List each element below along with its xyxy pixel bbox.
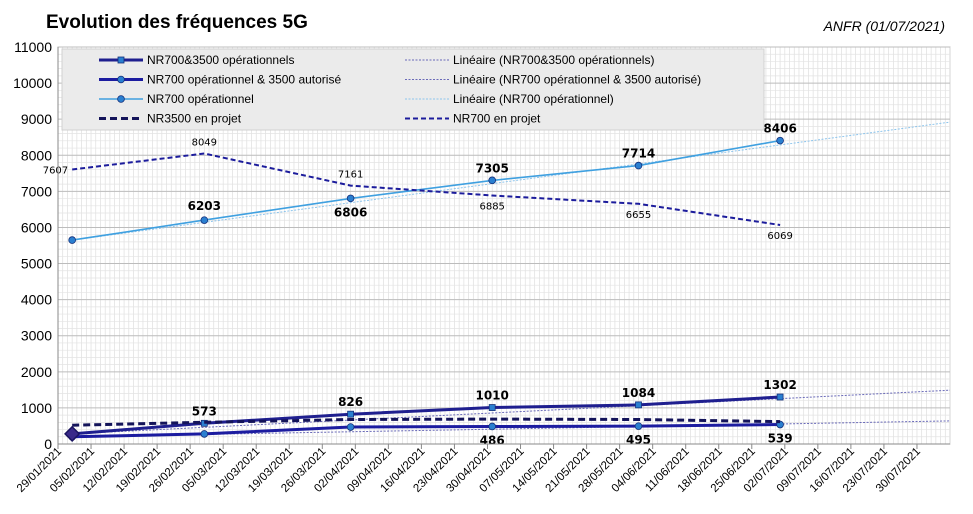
legend-label: NR700 opérationnel & 3500 autorisé (147, 73, 341, 87)
data-label: 6806 (334, 205, 367, 219)
y-tick-label: 6000 (21, 219, 52, 235)
legend-box (61, 48, 765, 131)
series-point-2 (634, 161, 643, 170)
y-tick-label: 9000 (21, 111, 52, 127)
data-label: 1302 (763, 378, 796, 392)
trendlines (72, 121, 951, 438)
data-label: 495 (626, 433, 651, 447)
series-point-2 (200, 216, 209, 224)
series-line-0 (72, 395, 781, 436)
legend-label: Linéaire (NR700&3500 opérationnels) (453, 53, 654, 67)
data-label: 6069 (767, 231, 792, 242)
data-label: 7607 (43, 165, 68, 176)
legend-marker (117, 75, 125, 84)
legend-marker (117, 95, 125, 103)
legend-label: NR3500 en projet (147, 112, 242, 126)
legend: NR700&3500 opérationnels Linéaire (NR700&… (61, 48, 765, 131)
start-point-marker (64, 425, 81, 443)
series-line-7 (72, 121, 951, 241)
series-line-2 (72, 139, 781, 241)
series-point-0 (488, 404, 496, 411)
data-series: 573 826 1010 1084 1302 486 495 539 6203 6806 7305 7… (43, 122, 797, 448)
y-tick-label: 10000 (13, 75, 52, 91)
data-label: 486 (480, 433, 505, 447)
y-tick-label: 7000 (21, 183, 52, 199)
series-point-2 (488, 176, 497, 185)
data-label: 7714 (622, 147, 655, 161)
legend-label: Linéaire (NR700 opérationnel & 3500 auto… (453, 73, 701, 87)
y-tick-label: 8000 (21, 147, 52, 163)
data-label: 539 (768, 432, 793, 446)
series-line-3 (72, 417, 781, 427)
data-label: 6885 (479, 202, 504, 213)
data-label: 8049 (192, 138, 217, 149)
y-tick-label: 5000 (21, 256, 52, 272)
data-label: 8406 (763, 122, 796, 136)
series-line-1 (72, 423, 781, 439)
data-label: 7161 (338, 170, 363, 181)
series-point-1 (488, 422, 497, 431)
series-point-1 (200, 430, 209, 438)
y-tick-label: 4000 (21, 292, 52, 308)
legend-label: Linéaire (NR700 opérationnel) (453, 92, 614, 106)
series-point-0 (635, 401, 642, 409)
y-tick-label: 11000 (14, 39, 52, 55)
series-line-6 (72, 420, 951, 438)
legend-marker (117, 56, 125, 64)
data-label: 7305 (475, 161, 508, 175)
series-point-2 (68, 236, 76, 244)
data-label: 826 (338, 395, 363, 409)
series-point-2 (776, 136, 784, 145)
series-line-4 (72, 152, 781, 226)
legend-label: NR700&3500 opérationnels (147, 53, 294, 67)
series-point-1 (346, 423, 355, 431)
legend-label: NR700 en projet (453, 112, 541, 126)
data-label: 573 (192, 404, 217, 418)
series-point-0 (776, 393, 784, 401)
y-tick-label: 3000 (21, 328, 52, 344)
series-point-0 (347, 410, 355, 418)
y-tick-label: 1000 (21, 400, 52, 416)
series-line-5 (72, 389, 951, 435)
data-label: 1084 (622, 386, 655, 400)
source-note: ANFR (01/07/2021) (823, 18, 945, 34)
data-label: 6655 (626, 210, 651, 221)
y-tick-label: 2000 (21, 364, 52, 380)
y-tick-label: 0 (44, 436, 52, 452)
data-label: 6203 (188, 199, 221, 213)
series-point-1 (634, 422, 643, 430)
legend-label: NR700 opérationnel (147, 92, 254, 106)
chart-title: Evolution des fréquences 5G (46, 12, 308, 33)
data-label: 1010 (475, 389, 508, 403)
series-point-2 (346, 194, 355, 203)
